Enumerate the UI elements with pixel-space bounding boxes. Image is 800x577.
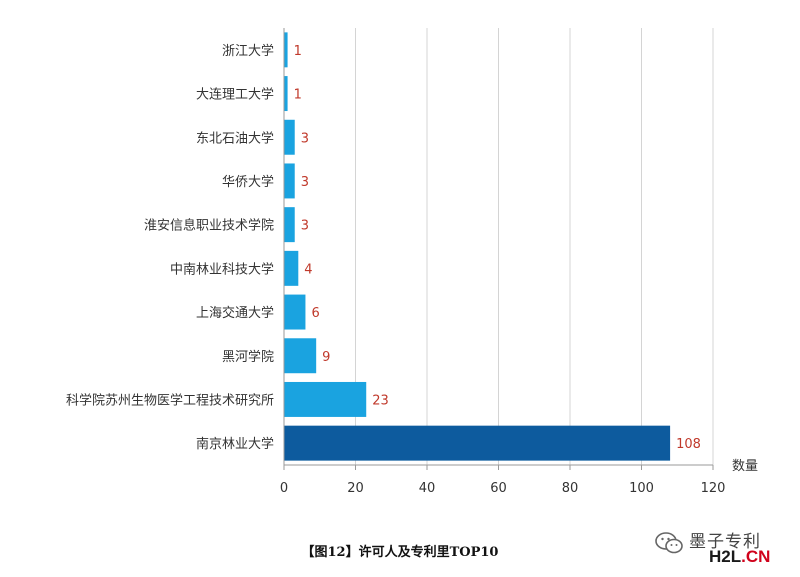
x-axis-title: 数量 <box>732 459 758 474</box>
category-label: 南京林业大学 <box>196 436 274 452</box>
data-label: 3 <box>301 219 309 234</box>
x-tick-label: 120 <box>701 481 726 496</box>
category-label: 上海交通大学 <box>196 305 274 321</box>
bar <box>284 250 299 286</box>
bar <box>284 294 306 330</box>
category-label: 中南林业科技大学 <box>170 261 274 277</box>
category-label: 黑河学院 <box>222 349 274 365</box>
watermark-brand-dark: H2L <box>709 547 742 566</box>
wechat-icon <box>655 532 683 554</box>
data-label: 1 <box>294 88 302 103</box>
category-label: 华侨大学 <box>222 174 274 190</box>
figure-caption: 【图12】许可人及专利里TOP10 <box>301 545 499 560</box>
data-label: 1 <box>294 44 302 59</box>
x-tick-label: 100 <box>629 481 654 496</box>
bar <box>284 119 295 155</box>
bar <box>284 381 367 417</box>
category-label: 科学院苏州生物医学工程技术研究所 <box>66 392 274 408</box>
data-label: 6 <box>311 306 319 321</box>
x-tick-label: 60 <box>490 481 507 496</box>
x-tick-label: 80 <box>562 481 579 496</box>
data-label: 3 <box>301 131 309 146</box>
x-tick-label: 0 <box>280 481 288 496</box>
bar <box>284 163 295 199</box>
category-labels: 浙江大学大连理工大学东北石油大学华侨大学淮安信息职业技术学院中南林业科技大学上海… <box>66 43 274 452</box>
data-label: 9 <box>322 350 330 365</box>
x-tick-label: 20 <box>347 481 364 496</box>
watermark-brand: H2L.CN <box>709 547 770 567</box>
category-label: 淮安信息职业技术学院 <box>144 218 274 234</box>
category-label: 东北石油大学 <box>196 130 274 146</box>
category-label: 浙江大学 <box>222 43 274 59</box>
bars <box>284 32 671 461</box>
category-label: 大连理工大学 <box>196 87 274 103</box>
data-label: 4 <box>304 262 312 277</box>
bar <box>284 207 295 243</box>
x-tick-labels: 0 20 40 60 80 100 120 <box>280 465 726 496</box>
data-label: 23 <box>372 393 389 408</box>
grid-lines <box>355 28 714 465</box>
data-label: 108 <box>676 437 701 452</box>
bar <box>284 425 671 461</box>
watermark: 墨子专利 H2L.CN <box>655 525 795 573</box>
watermark-text: 墨子专利 <box>689 532 761 552</box>
bar <box>284 32 288 68</box>
value-labels: 1 1 3 3 3 4 6 9 23 108 <box>294 44 701 452</box>
bar <box>284 338 317 374</box>
data-label: 3 <box>301 175 309 190</box>
bar <box>284 76 288 112</box>
watermark-brand-red: .CN <box>741 547 771 566</box>
x-tick-label: 40 <box>419 481 436 496</box>
